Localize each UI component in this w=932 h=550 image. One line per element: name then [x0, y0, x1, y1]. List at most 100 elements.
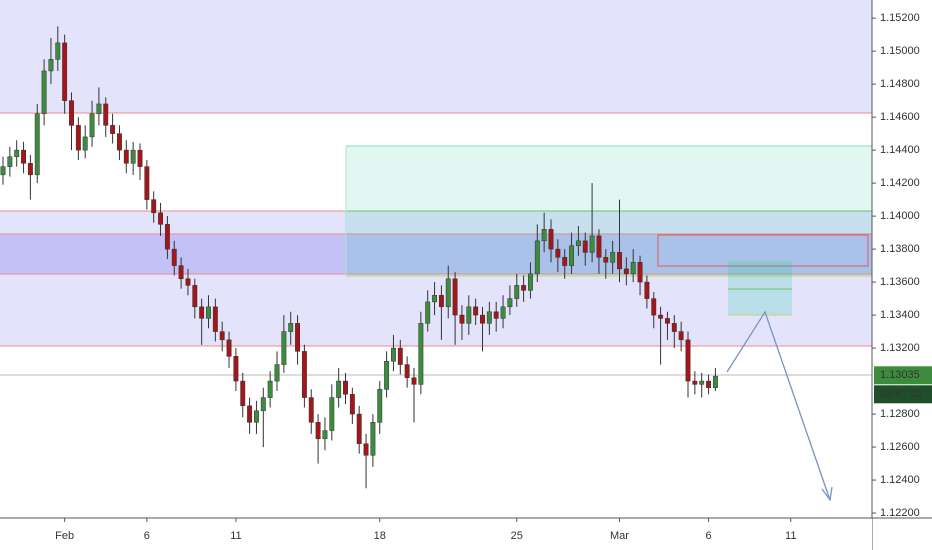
candle-body [123, 149, 129, 164]
y-tick-label: 1.13600 [880, 276, 920, 288]
candle-body [521, 285, 527, 291]
candle-body [240, 380, 246, 407]
countdown-label: 03:47:12 [880, 388, 923, 400]
candle-body [637, 262, 643, 283]
candle-body [233, 356, 239, 382]
candle-body [110, 125, 116, 134]
candle-body [582, 240, 588, 253]
candle-body [562, 257, 568, 266]
candle-body [21, 149, 27, 164]
arrow-head [821, 486, 833, 502]
candle-body [267, 380, 273, 398]
x-tick-label: 18 [374, 530, 386, 542]
candle-body [171, 248, 177, 266]
candle-body [336, 380, 342, 398]
candle-body [281, 331, 287, 365]
candle-body [391, 347, 396, 362]
candle-body [377, 389, 383, 423]
candle-body [260, 397, 266, 412]
candle-body [678, 331, 684, 341]
candle-body [575, 240, 581, 247]
candle-body [658, 314, 664, 319]
candle-body [411, 377, 417, 385]
x-tick-label: 6 [705, 530, 711, 542]
candle-body [192, 285, 198, 308]
candle-body [178, 265, 184, 280]
candle-body [34, 113, 40, 176]
candle-body [130, 149, 136, 164]
candle-body [685, 339, 691, 382]
candle-body [370, 422, 376, 456]
zone [0, 0, 872, 113]
y-tick-label: 1.13400 [880, 309, 920, 321]
candle-body [288, 323, 294, 332]
x-tick-label: 11 [230, 530, 241, 542]
y-tick-label: 1.14200 [880, 177, 920, 189]
candle-body [610, 252, 616, 263]
candle-body [651, 298, 657, 316]
candle-body [69, 100, 74, 126]
y-tick-label: 1.13200 [880, 342, 920, 354]
candle-body [692, 380, 698, 385]
candle-body [308, 397, 314, 423]
candle-body [363, 443, 369, 456]
candle-body [644, 281, 650, 299]
y-tick-label: 1.12600 [880, 441, 920, 453]
candle-body [404, 364, 410, 379]
candle-body [343, 380, 348, 395]
candle-body [301, 351, 307, 398]
candle-body [534, 240, 540, 275]
y-tick-label: 1.12200 [880, 507, 920, 519]
candle-body [397, 347, 403, 365]
candle-body [247, 405, 253, 423]
candle-body [617, 252, 622, 270]
candle-body [274, 364, 280, 382]
axis-labels: 1.15200 1.15000 1.14800 1.14600 1.14400 1.142… [55, 12, 932, 542]
candle-body [452, 278, 458, 316]
candle-body [329, 397, 335, 431]
candle-body [630, 262, 636, 275]
y-tick-label: 1.15000 [880, 45, 920, 57]
candle-body [486, 311, 492, 324]
candle-body [75, 125, 81, 151]
candle-body [418, 323, 424, 385]
candle-body [445, 278, 451, 308]
candle-body [322, 430, 328, 440]
candle-body [254, 410, 259, 423]
candle-body [480, 314, 485, 324]
candle-body [164, 224, 170, 250]
y-tick-label: 1.14800 [880, 78, 920, 90]
candle-body [315, 422, 321, 440]
last-price-box [874, 366, 932, 385]
candle-body [14, 149, 20, 157]
candle-body [62, 42, 68, 101]
candle-body [425, 301, 431, 324]
candle-body [7, 156, 13, 167]
candle-body [438, 295, 444, 308]
candle-body [548, 229, 554, 250]
x-tick-label: 11 [785, 530, 796, 542]
x-tick-label: Feb [55, 530, 74, 542]
candle-body [295, 323, 301, 352]
box [657, 234, 869, 267]
candle-body [589, 235, 595, 253]
x-tick-label: 6 [144, 530, 150, 542]
candle-body [199, 306, 205, 319]
candle-body [41, 70, 47, 115]
candle-body [466, 306, 472, 324]
candle-body [137, 149, 143, 167]
candle-body [206, 306, 211, 319]
candle-body [158, 212, 164, 225]
candle-body [569, 245, 574, 266]
candle-body [432, 295, 438, 303]
candle-body [103, 103, 109, 126]
candle-body [48, 59, 54, 72]
candle-body [623, 268, 629, 275]
last-price-label: 1.13035 [880, 369, 920, 381]
drawings [0, 0, 872, 502]
x-tick-label: Mar [610, 530, 629, 542]
zone [0, 234, 872, 274]
candle-body [507, 298, 513, 308]
candle-body [712, 375, 718, 388]
